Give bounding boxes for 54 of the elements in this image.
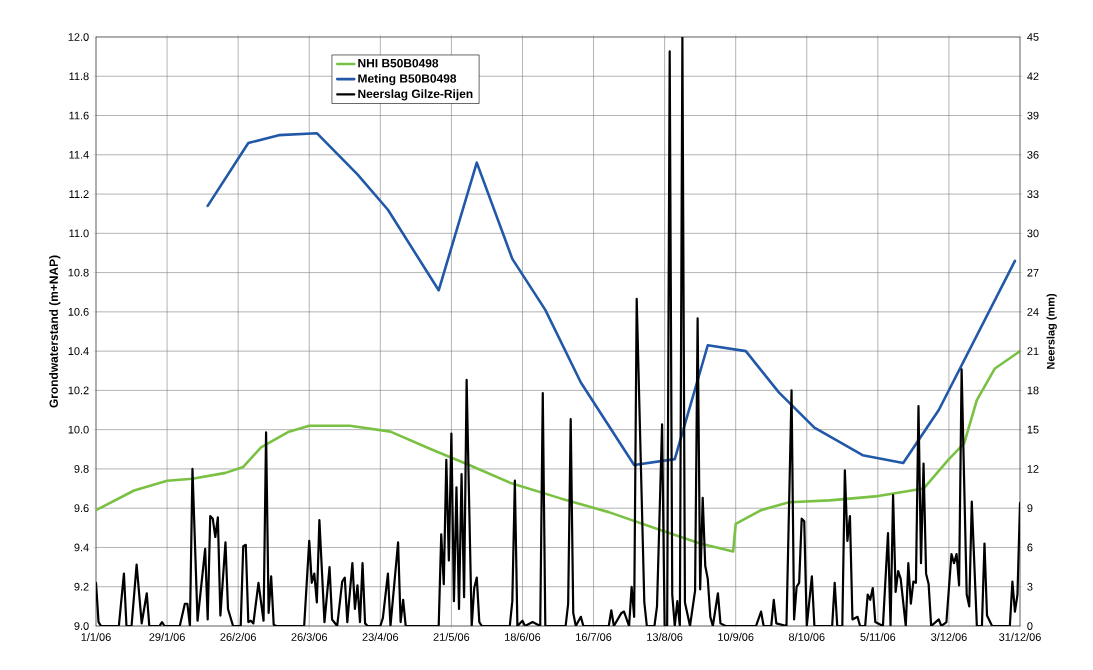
y-axis-title: Grondwaterstand (m+NAP) bbox=[49, 255, 61, 408]
legend-label: NHI B50B0498 bbox=[358, 58, 439, 68]
y-tick-label: 11.6 bbox=[69, 111, 89, 120]
y2-tick-label: 39 bbox=[1027, 111, 1039, 120]
y2-tick-label: 42 bbox=[1027, 72, 1039, 81]
x-tick-label: 3/12/06 bbox=[931, 632, 967, 641]
x-tick-label: 16/7/06 bbox=[576, 632, 612, 641]
y-tick-label: 11.0 bbox=[69, 229, 89, 238]
y2-tick-label: 6 bbox=[1027, 543, 1033, 552]
legend-label: Neerslag Gilze-Rijen bbox=[358, 89, 473, 101]
x-tick-label: 13/8/06 bbox=[647, 632, 683, 641]
y-tick-label: 10.0 bbox=[68, 425, 89, 434]
y2-axis-title: Neerslag (mm) bbox=[1046, 293, 1057, 369]
x-tick-label: 1/1/06 bbox=[81, 632, 111, 641]
y2-tick-label: 36 bbox=[1027, 150, 1039, 159]
line-series bbox=[96, 349, 1021, 553]
y-tick-label: 10.6 bbox=[68, 307, 89, 316]
y-tick-label: 10.8 bbox=[68, 268, 89, 277]
y2-tick-label: 21 bbox=[1027, 347, 1039, 355]
x-tick-label: 26/3/06 bbox=[291, 632, 328, 641]
y2-tick-label: 9 bbox=[1027, 504, 1033, 513]
y2-tick-label: 0 bbox=[1027, 622, 1033, 630]
x-tick-label: 5/11/06 bbox=[860, 632, 896, 641]
x-tick-label: 26/2/06 bbox=[220, 632, 256, 641]
y-tick-label: 11.4 bbox=[69, 151, 89, 159]
y2-tick-label: 18 bbox=[1027, 386, 1039, 395]
legend-label: Meting B50B0498 bbox=[358, 73, 457, 86]
y2-tick-label: 27 bbox=[1027, 268, 1039, 277]
x-tick-label: 31/12/06 bbox=[999, 632, 1041, 641]
x-tick-label: 8/10/06 bbox=[788, 632, 825, 641]
y2-tick-label: 12 bbox=[1027, 465, 1039, 473]
y-tick-label: 11.8 bbox=[69, 72, 89, 81]
y-tick-label: 11.2 bbox=[69, 190, 89, 198]
x-tick-label: 23/4/06 bbox=[362, 632, 399, 641]
line-series bbox=[206, 131, 1017, 467]
y2-tick-label: 3 bbox=[1027, 582, 1033, 591]
line-series bbox=[96, 36, 1021, 626]
y2-tick-label: 33 bbox=[1027, 190, 1039, 198]
y-tick-label: 9.4 bbox=[74, 543, 89, 552]
x-tick-label: 10/9/06 bbox=[718, 632, 754, 641]
y-tick-label: 12.0 bbox=[68, 33, 89, 41]
y2-tick-label: 45 bbox=[1027, 33, 1039, 41]
y-tick-label: 10.2 bbox=[68, 386, 89, 395]
x-tick-label: 18/6/06 bbox=[505, 632, 541, 641]
y-tick-label: 9.8 bbox=[74, 465, 89, 473]
y-tick-label: 9.2 bbox=[74, 582, 89, 591]
y-tick-label: 9.6 bbox=[74, 504, 89, 513]
y2-tick-label: 24 bbox=[1027, 308, 1039, 316]
y2-tick-label: 30 bbox=[1027, 229, 1039, 238]
x-tick-label: 21/5/06 bbox=[433, 632, 470, 641]
y-tick-label: 10.4 bbox=[68, 347, 89, 356]
x-tick-label: 29/1/06 bbox=[149, 632, 185, 641]
y-tick-label: 9.0 bbox=[74, 622, 89, 630]
y2-tick-label: 15 bbox=[1027, 425, 1039, 434]
